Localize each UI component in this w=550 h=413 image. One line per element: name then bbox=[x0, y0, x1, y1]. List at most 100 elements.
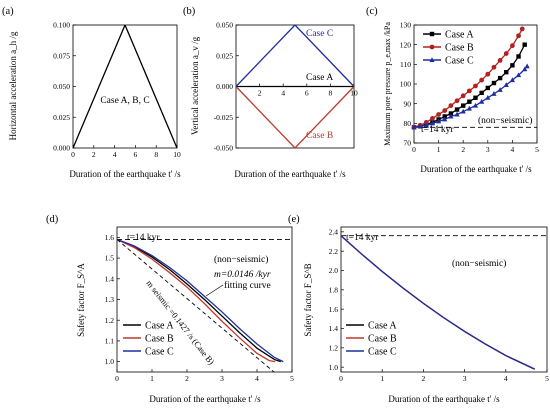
x-tick-label: 2 bbox=[258, 89, 262, 98]
y-tick-label: 1.6 bbox=[329, 305, 339, 314]
x-tick-label: 2 bbox=[422, 374, 426, 383]
legend-label: Case B bbox=[145, 334, 174, 345]
y-tick-label: 0.050 bbox=[53, 82, 70, 91]
x-tick-label: 5 bbox=[535, 145, 539, 154]
legend-label: Case A bbox=[445, 30, 474, 41]
legend-marker bbox=[429, 57, 435, 62]
x-tick-label: 4 bbox=[511, 145, 515, 154]
panel-label-d: (d) bbox=[46, 214, 59, 225]
y-tick-label: 0.025 bbox=[53, 113, 70, 122]
y-tick-label: 0.075 bbox=[53, 51, 70, 60]
y-tick-label: -0.050 bbox=[214, 144, 234, 153]
series-line-case-c bbox=[117, 238, 284, 363]
x-axis-label: Duration of the earthquake t' /s bbox=[420, 164, 532, 174]
series-line-0 bbox=[73, 25, 177, 148]
x-tick-label: 0 bbox=[412, 145, 416, 154]
y-tick-label: 1.2 bbox=[105, 316, 115, 325]
x-tick-label: 0 bbox=[115, 374, 119, 383]
y-tick-label: 120 bbox=[400, 40, 412, 49]
data-point bbox=[485, 85, 490, 91]
y-tick-label: 1.5 bbox=[105, 254, 115, 263]
x-tick-label: 1 bbox=[150, 374, 154, 383]
x-tick-label: 3 bbox=[486, 145, 490, 154]
y-tick-label: 0.100 bbox=[53, 21, 70, 30]
legend-marker bbox=[429, 44, 435, 50]
data-point bbox=[522, 42, 527, 47]
data-point bbox=[417, 123, 423, 129]
chart-panel-c: Duration of the earthquake t' /s Maximum… bbox=[383, 21, 539, 174]
y-tick-label: 0.050 bbox=[216, 21, 233, 30]
data-point bbox=[429, 120, 436, 126]
data-point bbox=[504, 70, 509, 75]
x-axis-label: Duration of the earthquake t' /s bbox=[234, 169, 346, 179]
data-point bbox=[503, 82, 509, 87]
data-point bbox=[442, 108, 448, 113]
legend-label: Case B bbox=[445, 43, 474, 54]
chart-panel-b: Duration of the earthquake t' /s Vertica… bbox=[190, 21, 358, 179]
data-point bbox=[466, 88, 472, 94]
data-point bbox=[411, 124, 417, 130]
x-tick-label: 4 bbox=[281, 89, 285, 98]
data-point bbox=[460, 93, 466, 99]
y-axis-label: Safety factor F_S^A bbox=[76, 263, 86, 337]
x-axis-label: Duration of the earthquake t' /s bbox=[149, 394, 261, 404]
plot-frame bbox=[72, 24, 178, 149]
x-tick-label: 1 bbox=[380, 374, 384, 383]
legend-label: Case C bbox=[368, 347, 397, 358]
data-point bbox=[436, 118, 442, 124]
y-tick-label: 1.4 bbox=[329, 324, 339, 333]
x-tick-label: 8 bbox=[154, 150, 158, 159]
label-case-b: Case B bbox=[306, 131, 333, 141]
x-axis-label: Duration of the earthquake t' /s bbox=[388, 394, 500, 404]
y-tick-label: 1.0 bbox=[329, 363, 339, 372]
fitting-curve-pointer bbox=[205, 284, 224, 297]
y-axis-label: Vertical acceleration a_v /g bbox=[190, 36, 200, 135]
y-tick-label: 1.4 bbox=[105, 274, 115, 283]
data-point bbox=[485, 94, 491, 100]
y-tick-label: 130 bbox=[400, 21, 412, 30]
data-point bbox=[460, 108, 466, 114]
data-point bbox=[448, 103, 454, 109]
data-point bbox=[454, 111, 460, 117]
y-tick-label: 1.1 bbox=[105, 337, 115, 346]
series-line-case-b bbox=[236, 86, 354, 148]
data-point bbox=[524, 63, 530, 69]
data-point bbox=[479, 90, 484, 96]
data-point bbox=[461, 103, 466, 108]
x-tick-label: 2 bbox=[185, 374, 189, 383]
data-point bbox=[466, 105, 472, 111]
data-point bbox=[436, 112, 441, 117]
annotation-non-seismic: (non−seismic) bbox=[452, 258, 506, 269]
label-case-c: Case C bbox=[306, 29, 333, 39]
panel-label-a: (a) bbox=[2, 6, 14, 17]
data-point bbox=[479, 77, 485, 83]
data-point bbox=[472, 102, 479, 108]
panel-label-b: (b) bbox=[183, 6, 196, 17]
data-point bbox=[473, 83, 478, 89]
x-tick-label: 5 bbox=[545, 374, 549, 383]
x-tick-label: 1 bbox=[437, 145, 441, 154]
y-tick-label: 1.2 bbox=[329, 343, 339, 352]
series-line-case-c bbox=[236, 25, 354, 87]
x-tick-label: 0 bbox=[71, 150, 75, 159]
y-tick-label: 100 bbox=[400, 80, 412, 89]
y-tick-label: 70 bbox=[404, 139, 412, 148]
data-point bbox=[423, 122, 429, 128]
y-axis-label: Maximum pore pressure p_e,max /kPa bbox=[383, 22, 392, 146]
data-point bbox=[448, 113, 454, 119]
data-point bbox=[454, 98, 460, 104]
x-tick-label: 4 bbox=[255, 374, 259, 383]
legend-label: Case B bbox=[368, 334, 397, 345]
data-point bbox=[491, 80, 497, 86]
annotation-time: t=14 kyr bbox=[346, 233, 379, 243]
y-tick-label: 0.000 bbox=[216, 82, 233, 91]
annotation-case-abc: Case A, B, C bbox=[100, 96, 149, 106]
data-point bbox=[473, 95, 478, 100]
series-line-case-c bbox=[341, 235, 535, 370]
x-tick-label: 3 bbox=[220, 374, 224, 383]
annotation-fitting-curve: fitting curve bbox=[224, 280, 271, 291]
chart-panel-a: Duration of the earthquake t' /s Horizon… bbox=[8, 21, 181, 179]
y-axis-label: Safety factor F_S^B bbox=[303, 263, 313, 336]
y-tick-label: 0.025 bbox=[216, 51, 233, 60]
series-line-case-b bbox=[117, 238, 276, 363]
